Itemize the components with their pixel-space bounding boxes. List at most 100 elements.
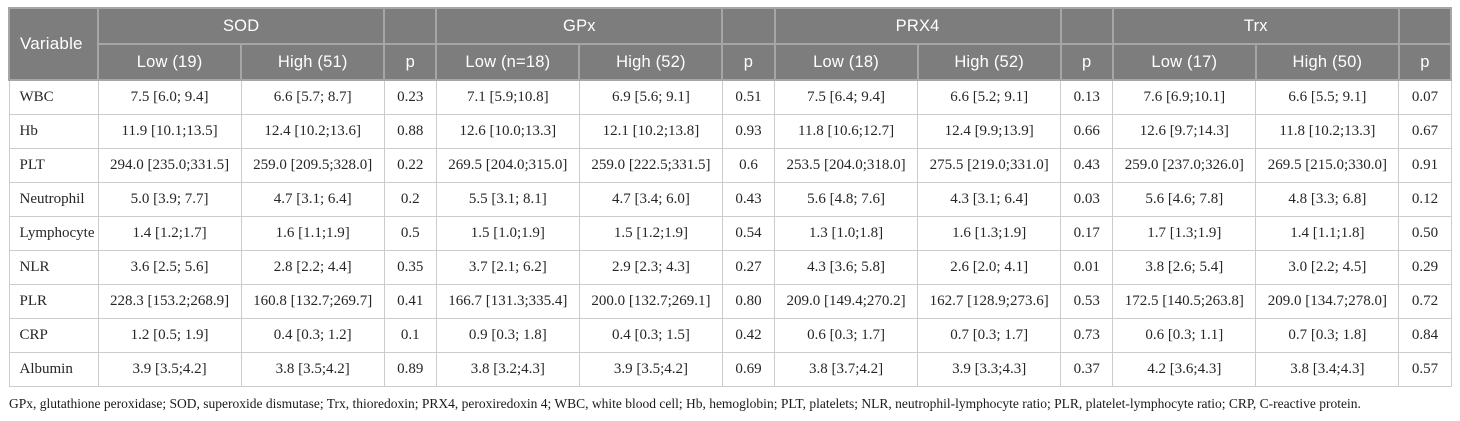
table-row: Hb 11.9 [10.1;13.5] 12.4 [10.2;13.6] 0.88 12… [8,114,1452,149]
column-header-gpx-low: Low (n=18) [435,43,581,81]
table-cell: 0.67 [1398,114,1452,149]
table-cell: 1.4 [1.2;1.7] [97,216,242,251]
group-header-spacer [1397,7,1453,45]
table-cell: 0.43 [721,182,776,217]
table-cell: 6.6 [5.2; 9.1] [917,79,1062,115]
table-cell: 1.2 [0.5; 1.9] [97,318,242,353]
table-cell: 0.89 [383,352,437,387]
table-cell: 160.8 [132.7;269.7] [240,284,385,319]
row-label: CRP [8,318,99,353]
table-row: WBC 7.5 [6.0; 9.4] 6.6 [5.7; 8.7] 0.23 7.1 [… [8,79,1452,115]
table-cell: 1.5 [1.0;1.9] [435,216,580,251]
column-header-gpx-p: p [721,43,776,81]
table-cell: 11.8 [10.2;13.3] [1255,114,1400,149]
table-cell: 1.4 [1.1;1.8] [1255,216,1400,251]
table-cell: 0.6 [0.3; 1.1] [1112,318,1257,353]
table-cell: 7.6 [6.9;10.1] [1112,79,1257,115]
table-cell: 269.5 [204.0;315.0] [435,148,580,183]
table-cell: 259.0 [222.5;331.5] [578,148,723,183]
table-cell: 3.8 [3.7;4.2] [774,352,919,387]
table-cell: 0.42 [721,318,776,353]
table-cell: 1.7 [1.3;1.9] [1112,216,1257,251]
row-label: Neutrophil [8,182,99,217]
table-cell: 0.01 [1060,250,1114,285]
column-header-sod-low: Low (19) [97,43,243,81]
table-row: CRP 1.2 [0.5; 1.9] 0.4 [0.3; 1.2] 0.1 0.9 [0… [8,318,1452,353]
table-cell: 0.51 [721,79,776,115]
table-cell: 7.5 [6.0; 9.4] [97,79,242,115]
table-cell: 0.84 [1398,318,1452,353]
table-cell: 0.50 [1398,216,1452,251]
table-cell: 3.8 [3.2;4.3] [435,352,580,387]
table-cell: 0.69 [721,352,776,387]
table-cell: 0.23 [383,79,437,115]
table-cell: 0.91 [1398,148,1452,183]
table-cell: 1.6 [1.1;1.9] [240,216,385,251]
table-cell: 0.72 [1398,284,1452,319]
table-cell: 0.57 [1398,352,1452,387]
group-header-spacer [1059,7,1114,45]
table-cell: 162.7 [128.9;273.6] [917,284,1062,319]
table-cell: 0.29 [1398,250,1452,285]
table-cell: 0.07 [1398,79,1452,115]
column-header-prx4-low: Low (18) [773,43,919,81]
table-cell: 7.5 [6.4; 9.4] [774,79,919,115]
table-cell: 4.7 [3.1; 6.4] [240,182,385,217]
table-cell: 3.9 [3.5;4.2] [578,352,723,387]
table-cell: 0.37 [1060,352,1114,387]
table-cell: 6.6 [5.7; 8.7] [240,79,385,115]
table-cell: 0.80 [721,284,776,319]
table-cell: 7.1 [5.9;10.8] [435,79,580,115]
table-cell: 209.0 [134.7;278.0] [1255,284,1400,319]
table-cell: 3.8 [2.6; 5.4] [1112,250,1257,285]
group-header-spacer [383,7,438,45]
table-row: PLT 294.0 [235.0;331.5] 259.0 [209.5;328.0… [8,148,1452,183]
table-cell: 1.6 [1.3;1.9] [917,216,1062,251]
row-label: WBC [8,79,99,115]
page: Variable SOD GPx PRX4 Trx Low (19) High … [7,7,1453,411]
table-cell: 5.0 [3.9; 7.7] [97,182,242,217]
table-cell: 0.27 [721,250,776,285]
table-cell: 5.6 [4.6; 7.8] [1112,182,1257,217]
column-header-prx4-high: High (52) [916,43,1062,81]
table-cell: 0.2 [383,182,437,217]
table-cell: 3.9 [3.5;4.2] [97,352,242,387]
column-header-sod-p: p [383,43,438,81]
table-cell: 1.3 [1.0;1.8] [774,216,919,251]
table-cell: 0.53 [1060,284,1114,319]
group-header-spacer [721,7,776,45]
table-cell: 0.9 [0.3; 1.8] [435,318,580,353]
table-cell: 3.9 [3.3;4.3] [917,352,1062,387]
table-row: Neutrophil 5.0 [3.9; 7.7] 4.7 [3.1; 6.4] 0.… [8,182,1452,217]
column-header-prx4-p: p [1059,43,1114,81]
table-cell: 4.3 [3.6; 5.8] [774,250,919,285]
row-label: Lymphocyte [8,216,99,251]
table-cell: 2.9 [2.3; 4.3] [578,250,723,285]
column-header-gpx-high: High (52) [578,43,724,81]
table-cell: 0.93 [721,114,776,149]
column-header-variable: Variable [7,7,100,81]
table-cell: 2.6 [2.0; 4.1] [917,250,1062,285]
table-cell: 0.4 [0.3; 1.2] [240,318,385,353]
row-label: Albumin [8,352,99,387]
table-cell: 253.5 [204.0;318.0] [774,148,919,183]
table-cell: 0.73 [1060,318,1114,353]
group-header-prx4: PRX4 [773,7,1062,45]
table-cell: 209.0 [149.4;270.2] [774,284,919,319]
table-row: Lymphocyte 1.4 [1.2;1.7] 1.6 [1.1;1.9] 0.5 1… [8,216,1452,251]
comparison-table: Variable SOD GPx PRX4 Trx Low (19) High … [7,7,1453,387]
table-cell: 5.6 [4.8; 7.6] [774,182,919,217]
table-cell: 0.35 [383,250,437,285]
table-cell: 3.8 [3.5;4.2] [240,352,385,387]
table-cell: 0.17 [1060,216,1114,251]
table-cell: 0.22 [383,148,437,183]
group-header-trx: Trx [1111,7,1400,45]
table-cell: 166.7 [131.3;335.4] [435,284,580,319]
table-cell: 0.7 [0.3; 1.7] [917,318,1062,353]
table-body: WBC 7.5 [6.0; 9.4] 6.6 [5.7; 8.7] 0.23 7.1 [… [8,79,1452,387]
table-cell: 259.0 [209.5;328.0] [240,148,385,183]
table-cell: 0.6 [0.3; 1.7] [774,318,919,353]
table-cell: 0.41 [383,284,437,319]
group-header-sod: SOD [97,7,386,45]
table-cell: 0.5 [383,216,437,251]
